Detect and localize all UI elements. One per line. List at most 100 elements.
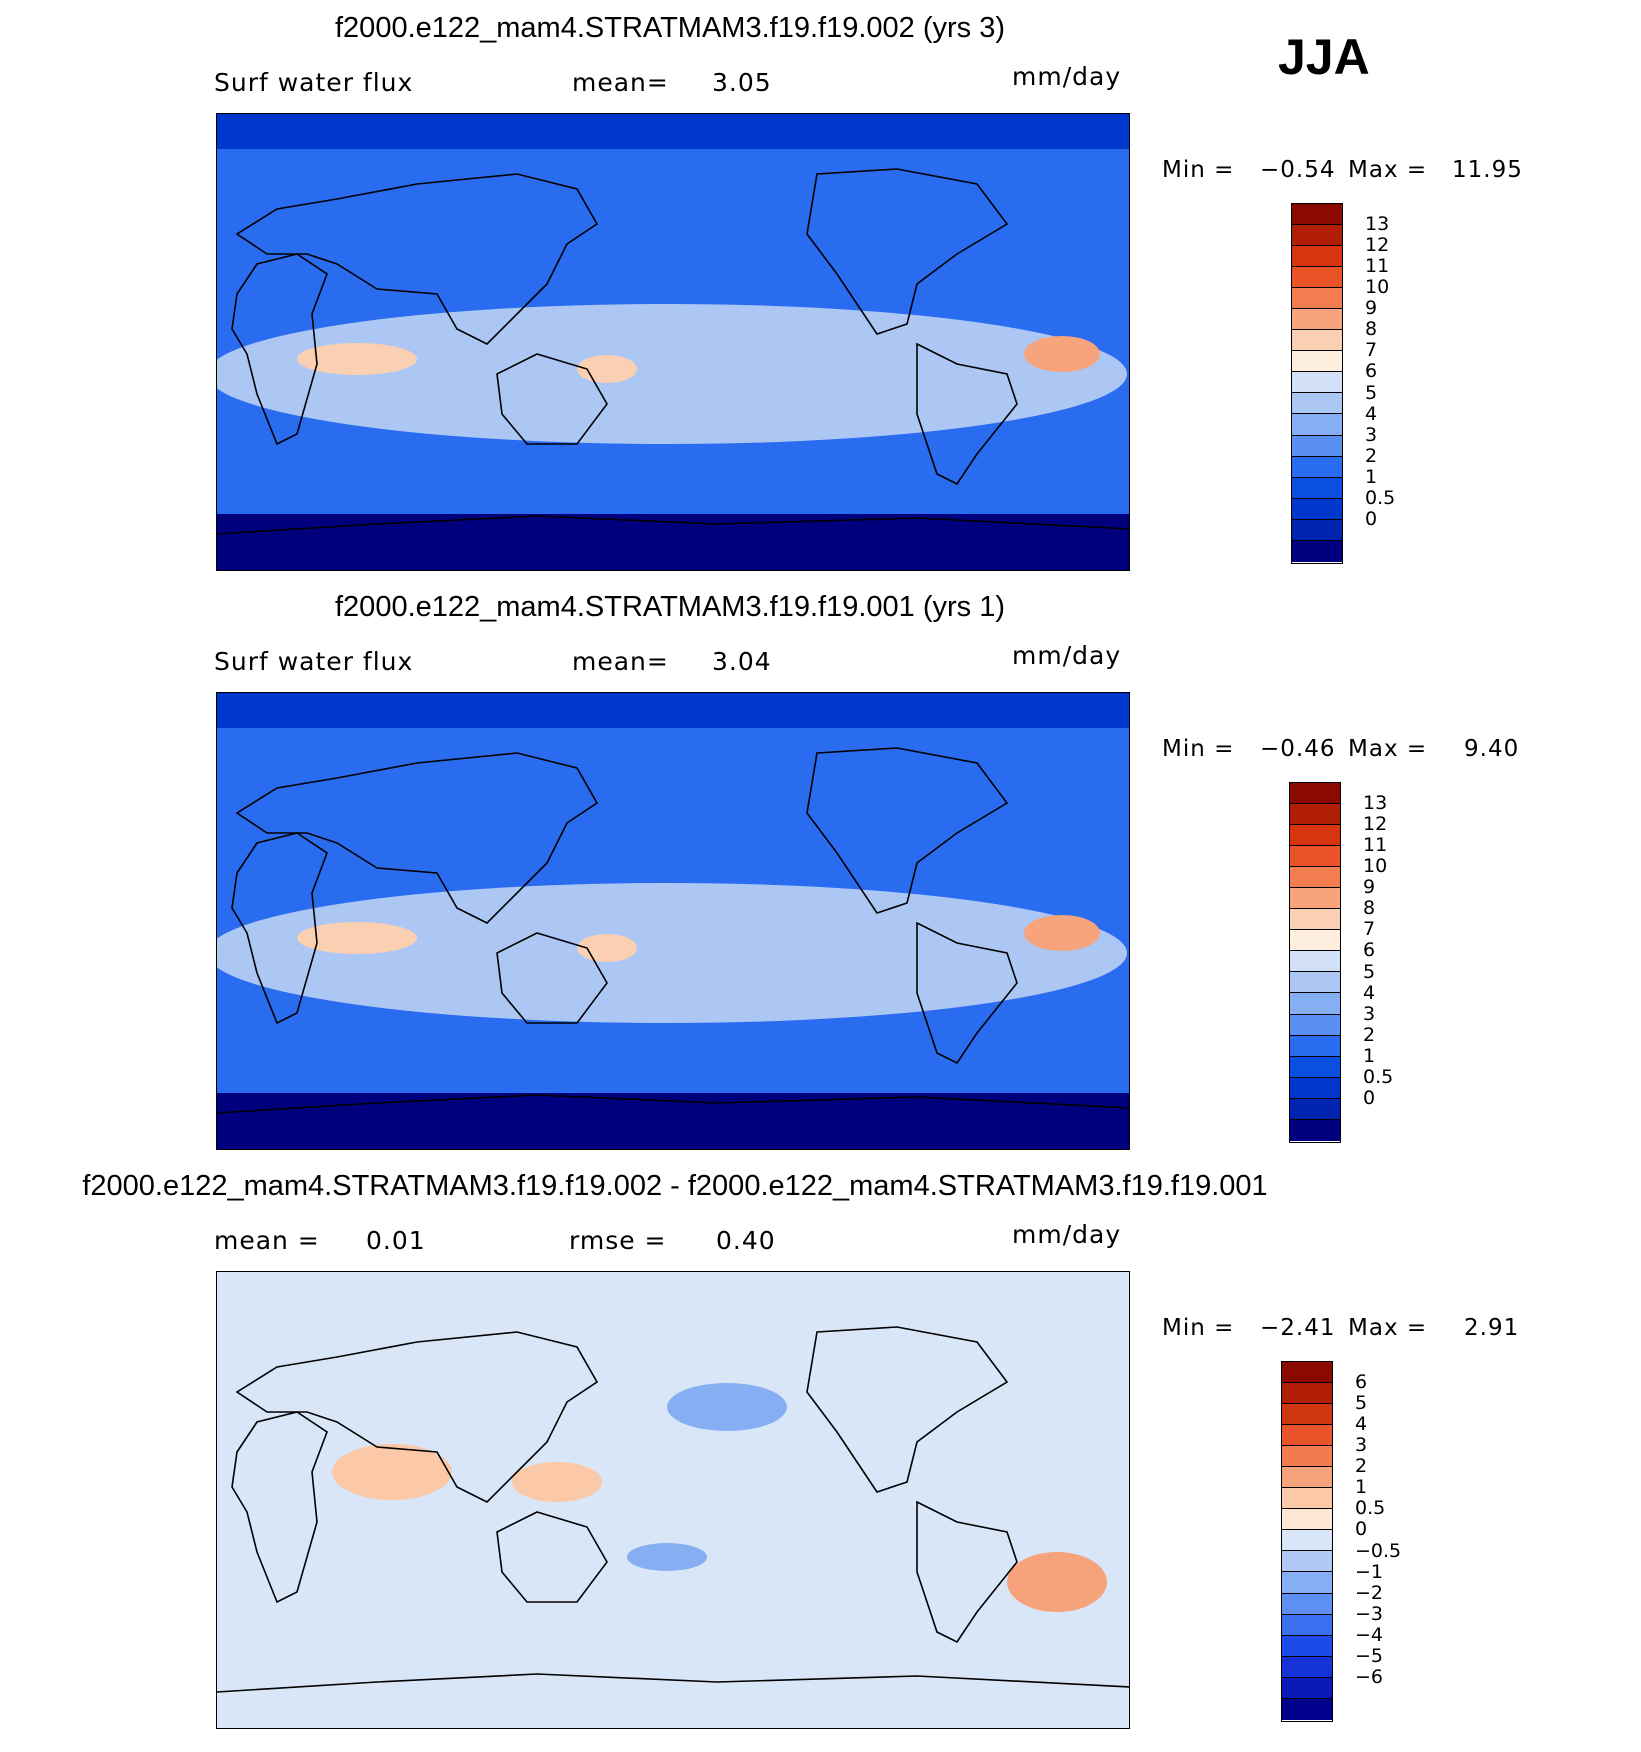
colorbar-swatch (1282, 1551, 1332, 1573)
colorbar-swatch (1292, 309, 1342, 331)
colorbar-tick-label: 0 (1365, 507, 1378, 530)
mean-label: mean= (572, 647, 669, 676)
panel-title: f2000.e122_mam4.STRATMAM3.f19.f19.001 (y… (335, 591, 1005, 623)
colorbar-tick-label: 12 (1363, 813, 1388, 836)
panel-title: f2000.e122_mam4.STRATMAM3.f19.f19.002 - … (82, 1170, 1268, 1202)
map-blob (1007, 1552, 1107, 1612)
map-band (217, 1093, 1129, 1149)
colorbar-tick-label: 5 (1355, 1392, 1368, 1415)
map-band (217, 114, 1129, 149)
mean-label: mean= (572, 68, 669, 97)
colorbar-swatch (1282, 1698, 1332, 1720)
coastline (916, 342, 1018, 486)
colorbar-swatch (1290, 783, 1340, 805)
field-name: Surf water flux (214, 647, 414, 676)
colorbar-swatch (1292, 414, 1342, 436)
colorbar-tick-label: 11 (1365, 255, 1390, 278)
min-label: Min = (1162, 736, 1235, 762)
coastline (806, 168, 1009, 335)
max-value: 9.40 (1464, 736, 1520, 762)
colorbar-swatch (1282, 1530, 1332, 1552)
coastline (217, 1673, 1129, 1693)
map-blob (667, 1383, 787, 1431)
map-svg (217, 1272, 1129, 1728)
colorbar-tick-label: 3 (1355, 1434, 1368, 1457)
map-background (217, 1272, 1129, 1728)
colorbar-swatch (1282, 1404, 1332, 1426)
map-svg (217, 693, 1129, 1149)
colorbar-swatch (1290, 993, 1340, 1015)
colorbar-tick-label: 2 (1365, 444, 1378, 467)
colorbar-swatch (1282, 1593, 1332, 1615)
map-blob (577, 355, 637, 383)
panel-difference: f2000.e122_mam4.STRATMAM3.f19.f19.002 - … (0, 1170, 1641, 1750)
colorbar-tick-label: 9 (1363, 876, 1376, 899)
colorbar-swatch (1290, 1056, 1340, 1078)
colorbar-swatch (1292, 351, 1342, 373)
coastline (806, 747, 1009, 914)
colorbar-swatch (1290, 846, 1340, 868)
coastline (916, 1500, 1018, 1644)
colorbar-tick-label: 6 (1365, 360, 1378, 383)
colorbar-swatch (1282, 1446, 1332, 1468)
colorbar-tick-label: 3 (1365, 423, 1378, 446)
colorbar-swatch (1282, 1614, 1332, 1636)
coastline (496, 353, 608, 445)
colorbar-tick-label: 2 (1363, 1023, 1376, 1046)
colorbar-swatch (1290, 1077, 1340, 1099)
colorbar-tick-label: 6 (1355, 1371, 1368, 1394)
colorbar-tick-label: 6 (1363, 939, 1376, 962)
max-label: Max = (1348, 736, 1428, 762)
panel-title: f2000.e122_mam4.STRATMAM3.f19.f19.002 (y… (335, 12, 1005, 44)
colorbar-swatch (1290, 909, 1340, 931)
colorbar-swatch (1290, 825, 1340, 847)
colorbar-swatch (1292, 456, 1342, 478)
coastline (496, 932, 608, 1024)
colorbar-swatch (1290, 930, 1340, 952)
field-name: Surf water flux (214, 68, 414, 97)
colorbar-swatch (1282, 1656, 1332, 1678)
min-value: −0.54 (1260, 157, 1336, 183)
colorbar-swatch (1282, 1677, 1332, 1699)
map-blob (1024, 336, 1100, 372)
coastline (496, 1511, 608, 1603)
colorbar-swatch (1282, 1362, 1332, 1384)
colorbar-swatch (1292, 519, 1342, 541)
colorbar (1291, 203, 1343, 564)
colorbar-swatch (1282, 1572, 1332, 1594)
colorbar-swatch (1290, 1014, 1340, 1036)
map-band (217, 693, 1129, 728)
map-blob (332, 1444, 452, 1500)
precip-map (216, 113, 1130, 571)
colorbar-tick-label: 3 (1363, 1002, 1376, 1025)
season-label: JJA (1278, 29, 1370, 85)
colorbar-swatch (1290, 804, 1340, 826)
colorbar-swatch (1292, 498, 1342, 520)
precip-map (216, 692, 1130, 1150)
colorbar-swatch (1292, 204, 1342, 226)
colorbar-swatch (1290, 1035, 1340, 1057)
min-value: −2.41 (1260, 1315, 1336, 1341)
colorbar-tick-label: 13 (1365, 213, 1390, 236)
colorbar-tick-label: 4 (1355, 1413, 1368, 1436)
colorbar-tick-label: 0.5 (1365, 486, 1396, 509)
coastline (235, 752, 599, 924)
colorbar-tick-label: 12 (1365, 234, 1390, 257)
colorbar (1281, 1361, 1333, 1722)
colorbar-tick-label: 8 (1363, 897, 1376, 920)
colorbar-tick-label: 0 (1355, 1518, 1368, 1541)
colorbar-tick-label: 0.5 (1355, 1497, 1386, 1520)
max-value: 2.91 (1464, 1315, 1520, 1341)
colorbar-swatch (1290, 951, 1340, 973)
colorbar-tick-label: 1 (1363, 1044, 1376, 1067)
colorbar-tick-label: 10 (1365, 276, 1390, 299)
colorbar-tick-label: 0.5 (1363, 1065, 1394, 1088)
colorbar-tick-label: 5 (1365, 381, 1378, 404)
colorbar-tick-label: 5 (1363, 960, 1376, 983)
colorbar-swatch (1282, 1425, 1332, 1447)
min-label: Min = (1162, 157, 1235, 183)
max-label: Max = (1348, 1315, 1428, 1341)
colorbar-swatch (1290, 1098, 1340, 1120)
colorbar-tick-label: 7 (1363, 918, 1376, 941)
colorbar-swatch (1282, 1635, 1332, 1657)
